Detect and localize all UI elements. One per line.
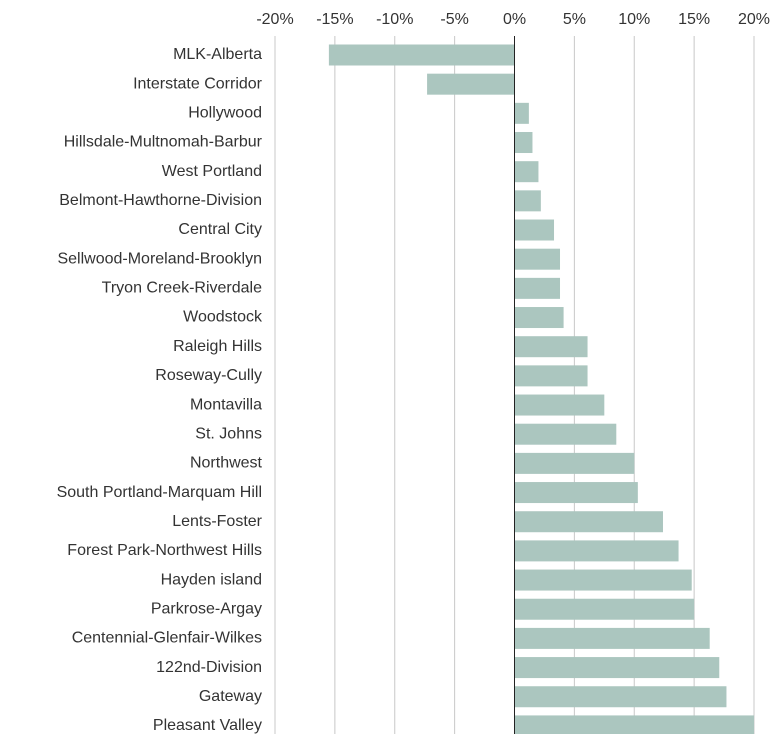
bar [514,511,663,533]
bar [514,715,754,734]
y-tick-label: Woodstock [183,309,263,326]
y-tick-label: Lents-Foster [172,513,262,530]
bar [514,132,533,154]
y-tick-label: Hillsdale-Multnomah-Barbur [64,134,263,151]
x-tick-label: -10% [376,11,413,28]
bar [514,307,564,329]
y-tick-label: MLK-Alberta [173,46,262,63]
bar [514,686,727,708]
bar [514,277,561,299]
y-tick-label: Belmont-Hawthorne-Division [59,192,262,209]
y-tick-label: Hollywood [188,105,262,122]
x-tick-label: 20% [738,11,770,28]
bar [514,657,720,679]
y-tick-label: Northwest [190,455,263,472]
bar [427,73,515,95]
y-tick-label: Roseway-Cully [155,367,262,384]
y-tick-label: 122nd-Division [156,659,262,676]
bar [514,190,541,212]
bar [514,540,679,562]
x-tick-label: 15% [678,11,710,28]
x-tick-label: 0% [503,11,526,28]
bar [514,627,710,649]
bar [514,365,588,387]
x-tick-label: -15% [316,11,353,28]
y-tick-label: Pleasant Valley [153,717,262,734]
y-tick-label: Hayden island [161,571,262,588]
y-tick-label: Parkrose-Argay [151,600,262,617]
x-tick-label: -20% [256,11,293,28]
bar [514,102,529,124]
bar [514,452,635,474]
bar [514,219,555,241]
x-tick-label: -5% [440,11,468,28]
y-tick-label: Gateway [199,688,262,705]
bar [514,248,561,270]
y-tick-label: Central City [178,221,262,238]
x-tick-label: 5% [563,11,586,28]
y-tick-label: Raleigh Hills [173,338,262,355]
bar [514,423,617,445]
y-tick-label: St. Johns [195,425,262,442]
x-tick-label: 10% [618,11,650,28]
bar [514,336,588,358]
bar [514,394,605,416]
y-tick-label: Forest Park-Northwest Hills [67,542,262,559]
y-tick-label: South Portland-Marquam Hill [57,484,262,501]
bar [514,482,638,504]
y-tick-label: Interstate Corridor [133,75,263,92]
y-tick-label: Centennial-Glenfair-Wilkes [72,630,262,647]
y-tick-label: Montavilla [190,396,262,413]
bar [514,569,692,591]
bar [514,598,695,620]
y-tick-label: West Portland [162,163,262,180]
bar [328,44,515,66]
y-tick-label: Tryon Creek-Riverdale [102,280,262,297]
y-tick-label: Sellwood-Moreland-Brooklyn [57,250,262,267]
bar [514,161,539,183]
